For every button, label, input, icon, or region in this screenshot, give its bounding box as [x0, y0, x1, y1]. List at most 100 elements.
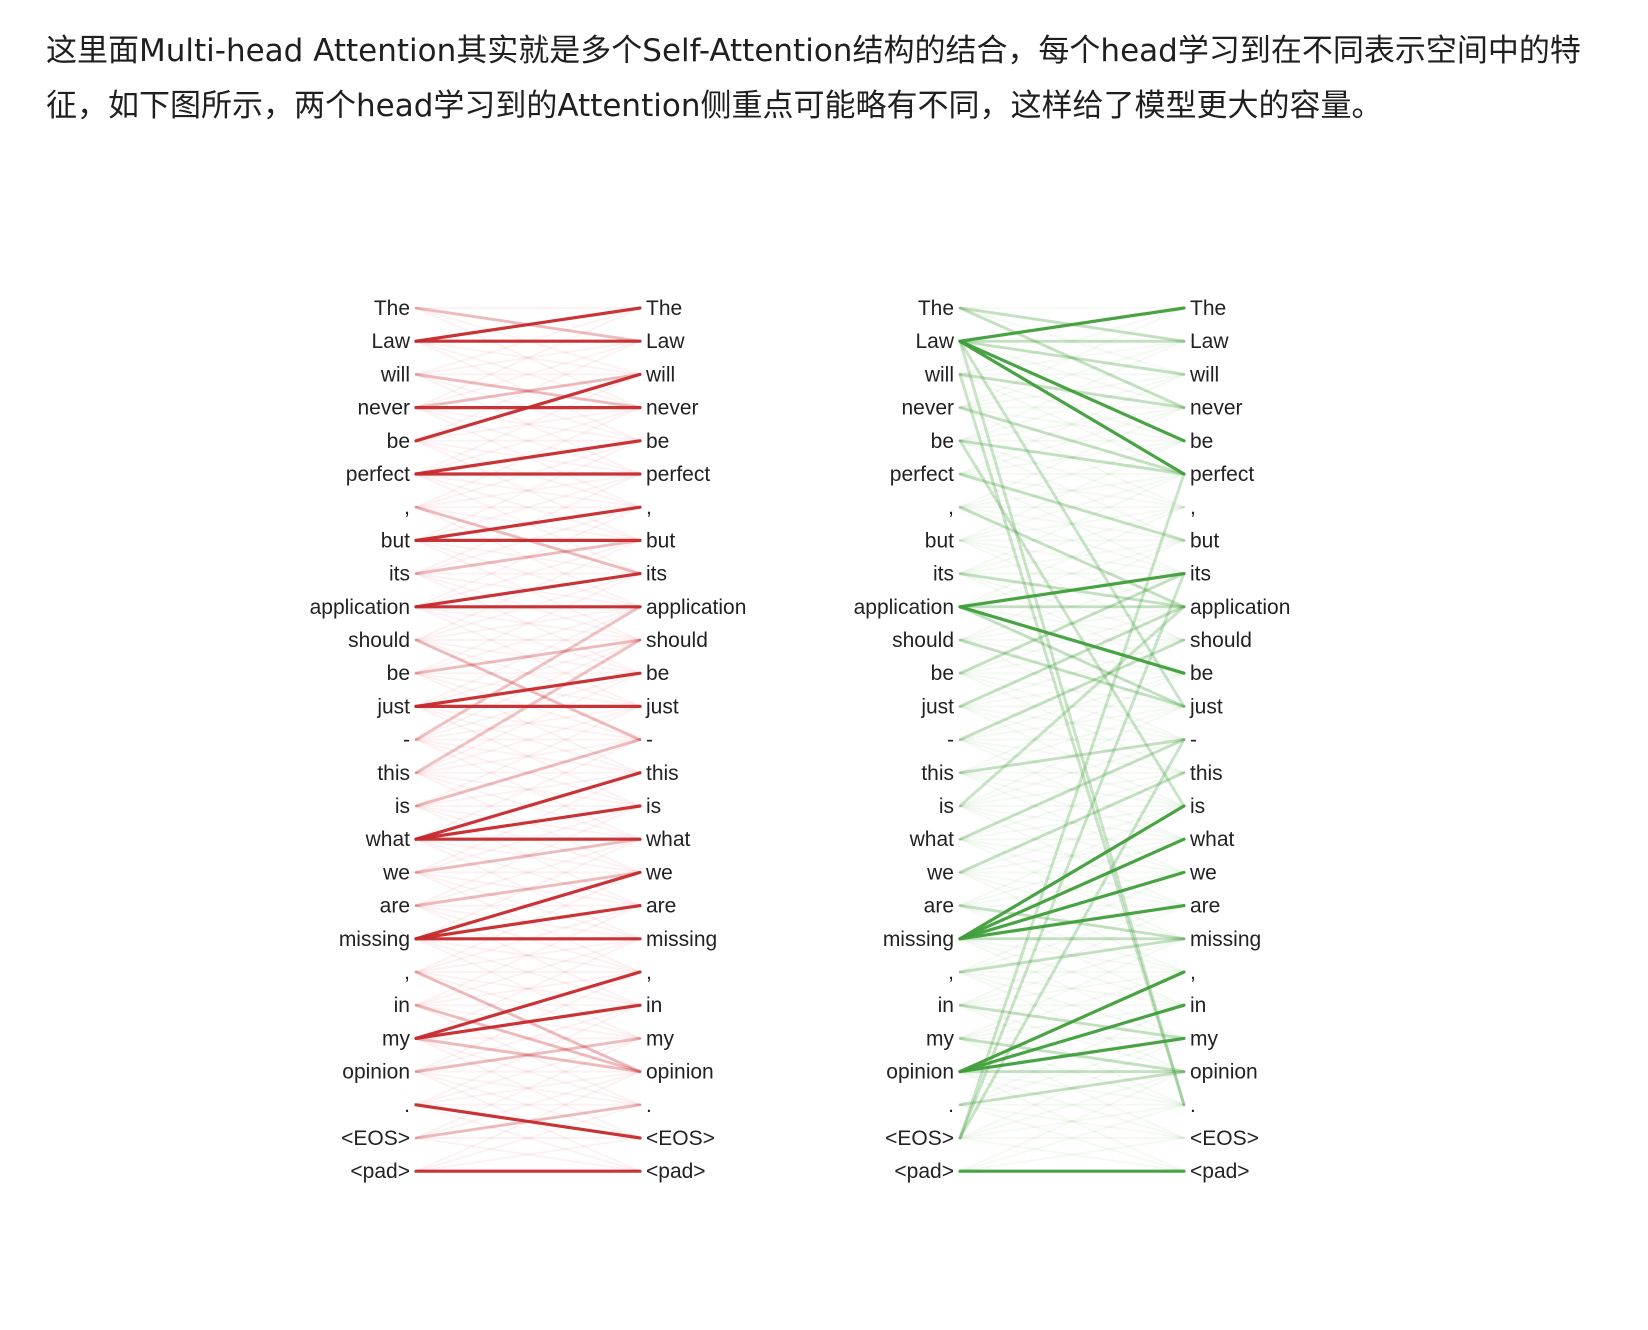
head1-faint-link	[415, 340, 641, 442]
head1-source-token: in	[394, 994, 410, 1017]
head2-faint-link	[959, 904, 1185, 973]
head2-faint-link	[959, 672, 1185, 708]
head2-faint-link	[959, 605, 1185, 641]
head2-faint-link	[959, 1070, 1185, 1106]
head1-faint-link	[415, 1004, 641, 1073]
head2-target-token: .	[1190, 1094, 1196, 1117]
head1-strong-link	[414, 903, 642, 941]
head2-weak-link	[958, 439, 1186, 808]
head2-faint-link	[959, 406, 1185, 509]
head1-faint-link	[415, 373, 641, 475]
head2-source-token: in	[938, 994, 954, 1017]
head1-source-token: opinion	[342, 1061, 410, 1084]
head1-faint-link	[415, 738, 641, 774]
head2-source-token: will	[924, 363, 954, 386]
head1-source-token: ,	[404, 496, 410, 519]
head2-faint-link	[959, 1103, 1185, 1173]
attention-figure: The The Law Law will will never never be be perfec…	[0, 280, 1648, 1260]
head2-faint-link	[959, 506, 1185, 542]
head2-target-token: <EOS>	[1190, 1127, 1259, 1150]
head2-weak-link	[958, 937, 1186, 974]
head1-target-token: perfect	[646, 463, 710, 486]
head1-faint-link	[415, 1037, 641, 1139]
head2-faint-link	[959, 937, 1185, 973]
head1-faint-link	[415, 340, 641, 409]
head1-faint-link	[415, 506, 641, 608]
head2-weak-link	[958, 738, 1186, 1140]
head2-faint-link	[959, 705, 1185, 741]
head2-faint-link	[959, 771, 1185, 807]
head2-faint-link	[959, 473, 1185, 575]
head1-source-token: my	[382, 1027, 410, 1050]
head2-target-token: will	[1189, 363, 1219, 386]
head2-faint-link	[959, 805, 1185, 907]
head2-faint-link	[959, 605, 1185, 708]
head2-faint-link	[959, 1037, 1185, 1106]
head2-weak-link	[958, 472, 1186, 542]
head1-faint-link	[415, 639, 641, 675]
head2-faint-link	[959, 473, 1185, 542]
head1-faint-link	[415, 340, 641, 376]
head2-faint-link	[959, 406, 1185, 475]
head2-faint-link	[959, 439, 1185, 509]
head1-faint-link	[415, 705, 641, 807]
head2-faint-link	[959, 971, 1185, 1007]
head2-weak-link	[958, 406, 1186, 476]
head1-target-token: ,	[646, 496, 652, 519]
head1-faint-link	[415, 406, 641, 475]
head1-strong-link	[414, 439, 642, 476]
head2-faint-link	[959, 971, 1185, 1040]
head2-faint-link	[959, 937, 1185, 1007]
head1-faint-link	[415, 439, 641, 542]
head1-target-token: is	[646, 795, 661, 818]
head1-faint-link	[415, 439, 641, 542]
head1-faint-link	[415, 1037, 641, 1139]
head1-faint-link	[415, 705, 641, 807]
head2-strong-link	[958, 903, 1186, 941]
head1-faint-link	[415, 1037, 641, 1073]
head1-faint-link	[415, 539, 641, 575]
head1-strong-link	[414, 505, 642, 542]
head1-strong-link	[414, 970, 642, 1041]
head2-faint-link	[959, 937, 1185, 1040]
head1-faint-link	[415, 473, 641, 542]
head2-faint-link	[959, 639, 1185, 708]
head2-target-token: opinion	[1190, 1061, 1258, 1084]
head2-source-token: what	[909, 828, 955, 851]
head1-faint-link	[415, 1103, 641, 1173]
attention-diagram: The The Law Law will will never never be be perfec…	[310, 297, 1291, 1183]
head2-weak-link	[958, 339, 1186, 708]
head2-faint-link	[959, 1037, 1185, 1139]
head1-faint-link	[415, 838, 641, 874]
head1-faint-link	[415, 871, 641, 907]
head1-strong-link	[414, 306, 642, 343]
head1-faint-link	[415, 1070, 641, 1139]
head2-target-token: just	[1189, 695, 1223, 718]
head1-source-token: .	[404, 1094, 410, 1117]
head1-links	[414, 306, 642, 1173]
head1-target-token: what	[645, 828, 691, 851]
head1-faint-link	[415, 971, 641, 1007]
head1-faint-link	[415, 539, 641, 575]
head2-strong-link	[958, 306, 1186, 343]
head2-faint-link	[959, 639, 1185, 708]
head2-faint-link	[959, 506, 1185, 575]
head1-strong-link	[414, 572, 642, 609]
head2-faint-link	[959, 738, 1185, 774]
head2-target-token: what	[1189, 828, 1235, 851]
head2-source-token: my	[926, 1027, 954, 1050]
head2-source-token: but	[925, 529, 954, 552]
head1-faint-link	[415, 539, 641, 608]
head1-faint-link	[415, 838, 641, 907]
head1-faint-link	[415, 937, 641, 973]
head1-target-token: just	[645, 695, 679, 718]
head2-faint-link	[959, 738, 1185, 807]
head2-faint-link	[959, 738, 1185, 841]
head1-source-token: will	[380, 363, 410, 386]
head2-target-token: never	[1190, 397, 1243, 420]
head1-source-token: never	[357, 397, 410, 420]
head2-faint-link	[959, 439, 1185, 542]
head2-strong-link	[958, 572, 1186, 609]
head2-weak-link	[958, 1070, 1186, 1107]
head1-faint-link	[415, 605, 641, 708]
